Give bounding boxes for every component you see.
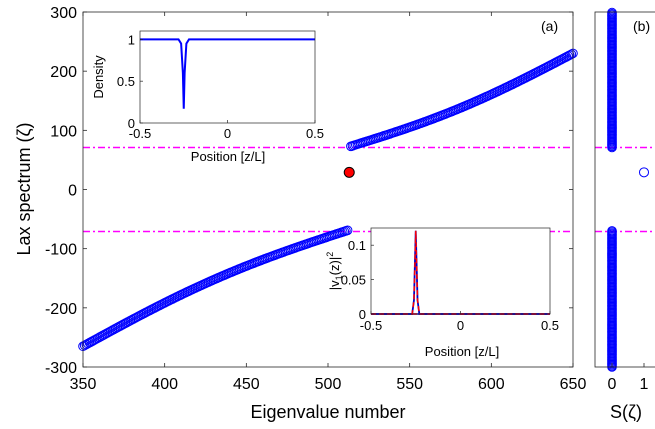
y-tick-label: 0 — [359, 307, 366, 322]
y-tick-label: 0.05 — [341, 273, 366, 288]
isolated-eigenvalue-point — [639, 167, 649, 178]
y-tick-label: 0 — [128, 116, 135, 131]
panel-a-xlabel: Eigenvalue number — [250, 402, 405, 422]
x-tick-label: 0.5 — [541, 318, 559, 333]
inset-density-x-ticks: -0.5 0 0.5 — [129, 120, 324, 141]
y-tick-label: -200 — [45, 301, 77, 318]
inset-eigenvector-plot-area — [371, 228, 550, 314]
inset-eigenvector-xlabel: Position [z/L] — [425, 344, 499, 359]
spectrum-point — [566, 49, 577, 60]
panel-a-label: (a) — [541, 18, 558, 34]
density-curve — [140, 38, 315, 109]
panel-b-series — [607, 7, 649, 372]
x-tick-label: 450 — [233, 376, 260, 393]
y-tick-label: -300 — [45, 360, 77, 377]
x-tick-label: 600 — [478, 376, 505, 393]
inset-density-xlabel: Position [z/L] — [191, 149, 265, 164]
inset-eigenvector-y-ticks: 0 0.05 0.1 — [341, 238, 374, 322]
y-tick-label: 100 — [50, 123, 77, 140]
inset-density-y-ticks: 00.51 — [117, 32, 143, 131]
spectrum-density-point — [607, 7, 617, 18]
inset-density: -0.5 0 0.5 00.51 Position [z/L] Density — [91, 30, 324, 164]
x-tick-label: 1 — [640, 376, 649, 393]
x-tick-label: 500 — [315, 376, 342, 393]
panel-a-highlight — [343, 166, 355, 178]
panel-b-threshold-lines — [595, 146, 655, 233]
panel-b-label: (b) — [633, 18, 650, 34]
y-tick-label: 0.5 — [117, 74, 135, 89]
x-tick-label: 0.5 — [306, 126, 324, 141]
panel-a-spectrum-series — [78, 48, 578, 352]
inset-density-ylabel: Density — [91, 55, 106, 99]
inset-eigenvector-ylabel: |v1(z)|2 — [325, 252, 344, 290]
inset-density-plot-area — [140, 31, 315, 123]
x-tick-label: 650 — [560, 376, 587, 393]
spectrum-density-point — [607, 226, 617, 236]
y-tick-label: 1 — [128, 32, 135, 47]
y-tick-label: 200 — [50, 64, 77, 81]
panel-a-ylabel: Lax spectrum (ζ) — [14, 123, 34, 256]
y-tick-label: 300 — [50, 5, 77, 22]
x-tick-label: 0 — [457, 318, 464, 333]
x-tick-label: 350 — [70, 376, 97, 393]
panel-b-plot-area — [595, 12, 655, 367]
inset-eigenvector-x-ticks: -0.5 0 0.5 — [360, 311, 559, 333]
panel-b-xlabel: S(ζ) — [610, 402, 642, 422]
panel-a-x-ticks: 350 400 450 500 550 600 650 — [70, 12, 587, 393]
x-tick-label: 0 — [608, 376, 617, 393]
x-tick-label: 550 — [396, 376, 423, 393]
y-tick-label: 0 — [68, 183, 77, 200]
y-tick-label: -100 — [45, 242, 77, 259]
eigenvector-curve-red — [371, 230, 550, 315]
x-tick-label: -0.5 — [360, 318, 382, 333]
spectrum-point — [342, 225, 353, 236]
x-tick-label: -0.5 — [129, 126, 151, 141]
x-tick-label: 0 — [224, 126, 231, 141]
bound-state-point — [343, 166, 355, 178]
y-tick-label: 0.1 — [348, 238, 366, 253]
x-tick-label: 400 — [151, 376, 178, 393]
inset-eigenvector: -0.5 0 0.5 00.050.1 Position [z/L] |v1(z)|… — [325, 227, 559, 359]
panel-b-frame — [594, 11, 655, 368]
